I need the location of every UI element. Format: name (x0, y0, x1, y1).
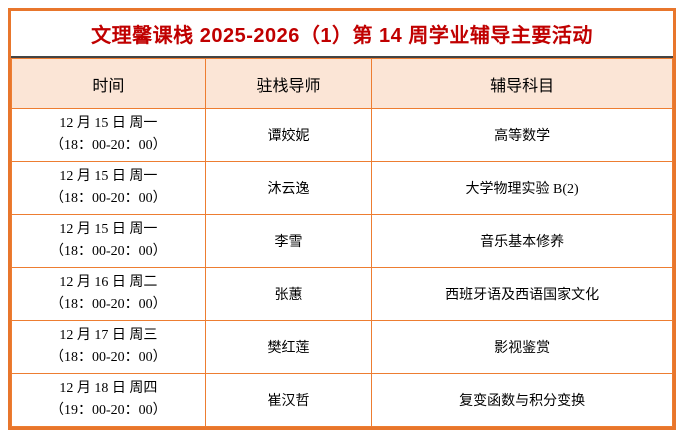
tutor-cell: 崔汉哲 (204, 373, 373, 427)
date-text: 12 月 18 日 周四 (59, 381, 158, 396)
date-text: 12 月 15 日 周一 (59, 222, 158, 237)
tutor-cell: 谭姣妮 (204, 108, 373, 162)
date-text: 12 月 15 日 周一 (59, 116, 158, 131)
page-title: 文理馨课栈 2025-2026（1）第 14 周学业辅导主要活动 (91, 25, 593, 47)
tutor-cell: 张蕙 (204, 267, 373, 321)
subject-cell: 高等数学 (371, 108, 673, 162)
tutor-cell: 沐云逸 (204, 161, 373, 215)
tutor-cell: 李雪 (204, 214, 373, 268)
subject-cell: 复变函数与积分变换 (371, 373, 673, 427)
subject-cell: 西班牙语及西语国家文化 (371, 267, 673, 321)
table-row: 12 月 16 日 周二 （18：00-20：00） 张蕙 西班牙语及西语国家文… (11, 267, 673, 321)
table-row: 12 月 15 日 周一 （18：00-20：00） 沐云逸 大学物理实验 B(… (11, 161, 673, 215)
date-text: 12 月 16 日 周二 (59, 275, 158, 290)
time-text: （19：00-20：00） (50, 403, 167, 418)
date-text: 12 月 15 日 周一 (59, 169, 158, 184)
time-text: （18：00-20：00） (50, 350, 167, 365)
header-row: 时间 驻栈导师 辅导科目 (11, 58, 673, 109)
time-text: （18：00-20：00） (50, 191, 167, 206)
table-row: 12 月 15 日 周一 （18：00-20：00） 李雪 音乐基本修养 (11, 214, 673, 268)
time-text: （18：00-20：00） (50, 244, 167, 259)
table-row: 12 月 15 日 周一 （18：00-20：00） 谭姣妮 高等数学 (11, 108, 673, 162)
date-text: 12 月 17 日 周三 (59, 328, 158, 343)
table-row: 12 月 17 日 周三 （18：00-20：00） 樊红莲 影视鉴赏 (11, 320, 673, 374)
column-header-tutor: 驻栈导师 (204, 58, 373, 109)
schedule-grid: 时间 驻栈导师 辅导科目 12 月 15 日 周一 （18：00-20：00） … (11, 58, 673, 427)
schedule-table: 文理馨课栈 2025-2026（1）第 14 周学业辅导主要活动 时间 驻栈导师… (8, 8, 676, 430)
table-row: 12 月 18 日 周四 （19：00-20：00） 崔汉哲 复变函数与积分变换 (11, 373, 673, 427)
time-cell: 12 月 15 日 周一 （18：00-20：00） (11, 161, 206, 215)
time-cell: 12 月 15 日 周一 （18：00-20：00） (11, 108, 206, 162)
table-title-row: 文理馨课栈 2025-2026（1）第 14 周学业辅导主要活动 (11, 11, 673, 58)
tutor-cell: 樊红莲 (204, 320, 373, 374)
time-text: （18：00-20：00） (50, 138, 167, 153)
subject-cell: 音乐基本修养 (371, 214, 673, 268)
column-header-subject: 辅导科目 (371, 58, 673, 109)
time-text: （18：00-20：00） (50, 297, 167, 312)
subject-cell: 大学物理实验 B(2) (371, 161, 673, 215)
time-cell: 12 月 18 日 周四 （19：00-20：00） (11, 373, 206, 427)
column-header-time: 时间 (11, 58, 206, 109)
time-cell: 12 月 15 日 周一 （18：00-20：00） (11, 214, 206, 268)
subject-cell: 影视鉴赏 (371, 320, 673, 374)
time-cell: 12 月 17 日 周三 （18：00-20：00） (11, 320, 206, 374)
time-cell: 12 月 16 日 周二 （18：00-20：00） (11, 267, 206, 321)
